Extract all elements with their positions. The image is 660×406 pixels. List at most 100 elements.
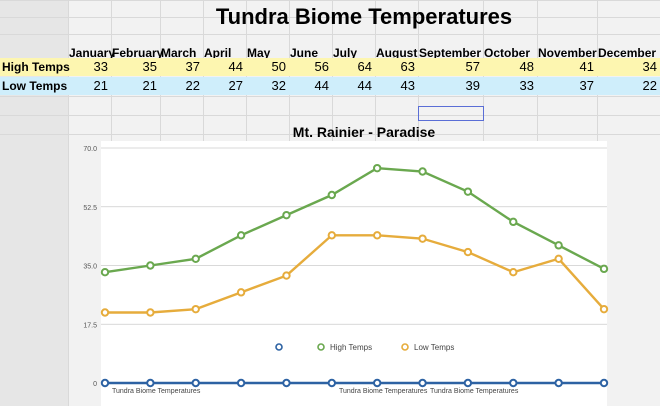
month-header[interactable]: December — [598, 46, 657, 60]
low-temp-cell[interactable]: 43 — [400, 78, 415, 93]
low-temp-cell[interactable]: 21 — [93, 78, 108, 93]
data-point — [463, 247, 473, 257]
chart-area — [101, 141, 607, 406]
month-header[interactable]: February — [112, 46, 164, 60]
high-temp-cell[interactable]: 33 — [93, 59, 108, 74]
data-point — [282, 378, 291, 388]
month-header[interactable]: July — [333, 46, 358, 60]
month-header[interactable]: March — [161, 46, 197, 60]
low-temp-cell[interactable]: 44 — [357, 78, 372, 93]
series-line — [105, 234, 605, 314]
data-point — [372, 163, 382, 173]
data-point — [236, 288, 246, 297]
high-temp-cell[interactable]: 34 — [642, 59, 657, 74]
sheet-title[interactable]: Tundra Biome Temperatures — [215, 4, 513, 29]
legend-marker — [275, 343, 283, 351]
data-point — [599, 304, 609, 314]
data-point — [327, 190, 337, 200]
low-temps-row[interactable]: Low Temps 21 21 22 27 32 44 44 43 39 33 37 22 — [0, 77, 660, 95]
grid-line — [0, 34, 660, 35]
data-point — [146, 308, 155, 317]
low-temp-cell[interactable]: 44 — [314, 78, 329, 93]
grid-line — [0, 134, 660, 135]
y-tick-label: 0 — [93, 381, 97, 388]
data-point — [509, 217, 518, 227]
data-point — [191, 304, 200, 314]
high-temps-row[interactable]: High Temps 33 35 37 44 50 56 64 63 57 48 41 34 — [0, 58, 660, 76]
grid-line — [0, 115, 660, 116]
legend-marker — [317, 343, 325, 351]
series-line — [104, 166, 605, 274]
category-label: Tundra Biome Temperatures — [112, 388, 201, 395]
chart-title: Mt. Rainier - Paradise — [292, 124, 436, 140]
high-temp-cell[interactable]: 44 — [228, 59, 243, 74]
high-temp-cell[interactable]: 41 — [579, 59, 594, 74]
legend-marker — [401, 343, 409, 351]
y-tick-label: 35.0 — [83, 264, 97, 271]
data-point — [463, 378, 473, 388]
category-label: Tundra Biome Temperatures — [430, 388, 519, 395]
category-label: Tundra Biome Temperatures — [339, 388, 428, 395]
data-point — [418, 234, 427, 243]
data-point — [599, 378, 609, 388]
high-temp-cell[interactable]: 64 — [357, 59, 372, 74]
month-header[interactable]: January — [69, 46, 116, 60]
month-header[interactable]: September — [419, 46, 482, 60]
data-point — [327, 231, 337, 240]
high-temp-cell[interactable]: 50 — [271, 59, 286, 74]
low-temp-cell[interactable]: 21 — [142, 78, 157, 93]
data-point — [372, 231, 382, 240]
month-header[interactable]: April — [204, 46, 232, 60]
low-temp-cell[interactable]: 27 — [228, 78, 243, 93]
month-header[interactable]: October — [484, 46, 531, 60]
high-temp-cell[interactable]: 63 — [400, 59, 415, 74]
data-point — [509, 378, 518, 388]
data-point — [554, 254, 563, 263]
data-point — [100, 308, 110, 317]
data-point — [554, 378, 563, 388]
y-tick-label: 70.0 — [83, 146, 97, 153]
grid-line — [0, 17, 660, 18]
data-point — [463, 187, 473, 196]
high-temp-cell[interactable]: 57 — [465, 59, 480, 74]
data-point — [554, 241, 563, 250]
data-point — [418, 378, 427, 388]
month-header[interactable]: November — [538, 46, 597, 60]
high-temps-label[interactable]: High Temps — [2, 60, 70, 74]
grid-line — [0, 96, 660, 97]
data-point — [599, 264, 609, 274]
data-point — [509, 268, 518, 277]
high-temp-cell[interactable]: 37 — [185, 59, 200, 74]
y-tick-label: 52.5 — [83, 205, 97, 212]
high-temp-cell[interactable]: 56 — [314, 59, 329, 74]
high-temp-cell[interactable]: 48 — [519, 59, 534, 74]
data-point — [236, 378, 246, 388]
grid-line — [0, 0, 660, 1]
high-temp-cell[interactable]: 35 — [142, 59, 157, 74]
low-temp-cell[interactable]: 33 — [519, 78, 534, 93]
data-point — [146, 261, 155, 270]
data-point — [100, 268, 110, 277]
low-temp-cell[interactable]: 22 — [185, 78, 200, 93]
data-point — [191, 254, 200, 263]
month-header[interactable]: May — [247, 46, 271, 60]
low-temps-label[interactable]: Low Temps — [2, 79, 68, 93]
data-point — [372, 378, 382, 388]
data-point — [191, 378, 200, 388]
low-temp-cell[interactable]: 39 — [465, 78, 480, 93]
data-point — [282, 271, 291, 280]
y-tick-label: 17.5 — [83, 322, 97, 329]
selected-cell[interactable] — [418, 106, 484, 121]
low-temp-cell[interactable]: 37 — [579, 78, 594, 93]
data-point — [418, 167, 427, 176]
grid-line — [68, 0, 69, 406]
legend-label: High Temps — [330, 343, 372, 352]
data-point — [236, 231, 246, 240]
low-temp-cell[interactable]: 22 — [642, 78, 657, 93]
month-header[interactable]: June — [290, 46, 319, 60]
data-point — [282, 210, 291, 220]
month-header[interactable]: August — [376, 46, 418, 60]
low-temp-cell[interactable]: 32 — [271, 78, 286, 93]
